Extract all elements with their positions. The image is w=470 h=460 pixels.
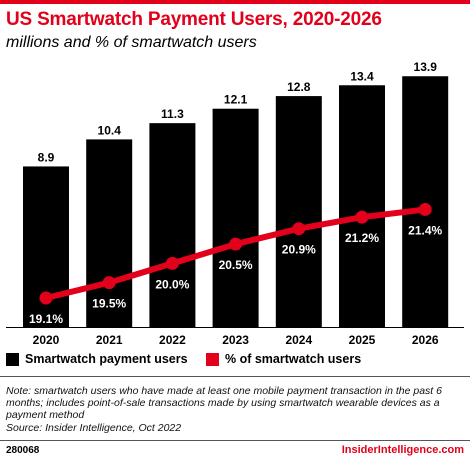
legend-label-line: % of smartwatch users	[225, 352, 362, 366]
bar	[212, 108, 259, 327]
line-point	[229, 237, 243, 251]
x-tick-label: 2024	[285, 333, 312, 347]
bar	[339, 85, 385, 327]
top-rule	[0, 0, 470, 4]
legend-swatch-bars	[6, 352, 19, 366]
bar-value-label: 10.4	[98, 123, 122, 137]
x-tick-label: 2020	[33, 333, 60, 347]
bar	[86, 139, 133, 327]
x-tick-label: 2023	[222, 333, 249, 347]
note-text: Note: smartwatch users who have made at …	[6, 385, 442, 422]
line-point	[102, 276, 116, 290]
line-value-label: 21.4%	[408, 223, 442, 237]
chart-id: 280068	[6, 445, 40, 456]
line-point	[39, 291, 53, 305]
divider	[0, 376, 470, 377]
bar	[275, 96, 322, 327]
line-point	[292, 222, 306, 236]
bar	[149, 123, 196, 327]
chart-subtitle: millions and % of smartwatch users	[6, 34, 257, 51]
x-tick-label: 2021	[96, 333, 123, 347]
legend-item-bars: Smartwatch payment users	[6, 352, 188, 366]
bar-value-label: 13.9	[414, 60, 438, 74]
line-point	[418, 202, 432, 216]
x-tick-label: 2026	[412, 333, 439, 347]
line-value-label: 20.9%	[282, 243, 316, 257]
x-tick-label: 2025	[349, 333, 376, 347]
x-tick-label: 2022	[159, 333, 186, 347]
source-text: Source: Insider Intelligence, Oct 2022	[6, 421, 182, 434]
line-value-label: 19.5%	[92, 297, 126, 311]
bar-value-label: 8.9	[38, 150, 55, 164]
legend-label-bars: Smartwatch payment users	[25, 352, 188, 366]
line-point	[355, 210, 369, 224]
line-value-label: 19.1%	[29, 312, 63, 326]
legend-item-line: % of smartwatch users	[206, 352, 361, 366]
legend-swatch-line	[206, 352, 219, 366]
bar-value-label: 12.8	[287, 80, 311, 94]
bar	[402, 76, 449, 327]
bar-value-label: 13.4	[350, 69, 374, 83]
bar-value-label: 12.1	[224, 93, 248, 107]
brand-link[interactable]: InsiderIntelligence.com	[341, 444, 464, 456]
chart-title: US Smartwatch Payment Users, 2020-2026	[6, 9, 382, 30]
bar-value-label: 11.3	[161, 107, 184, 121]
line-value-label: 20.5%	[219, 258, 253, 272]
footer-divider	[0, 440, 470, 441]
line-value-label: 21.2%	[345, 231, 379, 245]
footnote: Note: smartwatch users who have made at …	[6, 385, 466, 434]
chart-plot: 8.9 2020 10.4 2021 11.3 2022 12.1 2023 12.8 2024 1…	[6, 60, 464, 347]
line-value-label: 20.0%	[155, 277, 189, 291]
line-point	[165, 256, 179, 270]
